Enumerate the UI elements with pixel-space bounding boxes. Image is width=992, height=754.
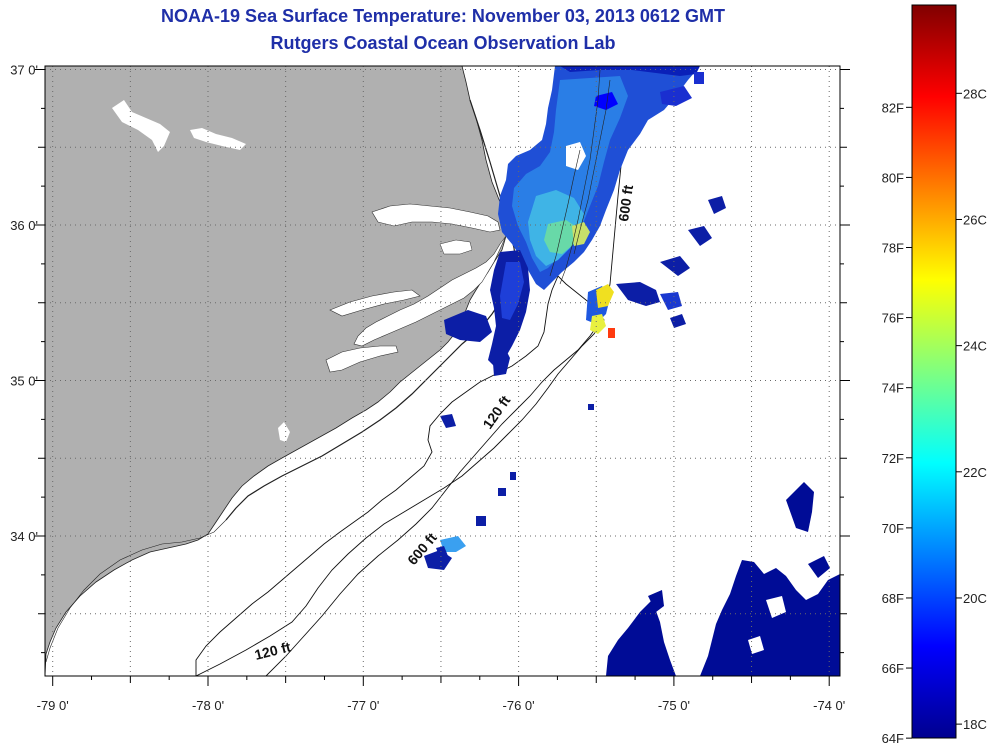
lake-mattamuskeet: [439, 239, 473, 255]
colorbar-f-label: 76F: [882, 311, 904, 326]
colorbar-f-label: 80F: [882, 170, 904, 185]
inland-lake-2: [190, 128, 246, 150]
graticule: [45, 66, 840, 676]
lat-label: 36 0': [10, 218, 38, 233]
colorbar: [911, 4, 957, 739]
contour-600ft: [265, 67, 639, 676]
colorbar-f-label: 74F: [882, 381, 904, 396]
colorbar-f-label: 78F: [882, 241, 904, 256]
gulf-stream-contours: [549, 69, 611, 285]
colorbar-c-label: 24C: [963, 339, 987, 354]
colorbar-f-label: 64F: [882, 731, 904, 746]
colorbar-celsius-labels: 28C 26C 24C 22C 20C 18C: [956, 86, 987, 732]
map-subtitle: Rutgers Coastal Ocean Observation Lab: [270, 33, 616, 53]
colorbar-c-label: 18C: [963, 717, 987, 732]
contour-label-600ft-upper: 600 ft: [615, 184, 636, 223]
lon-label: -77 0': [347, 698, 379, 713]
pamlico-sound: [353, 235, 507, 347]
colorbar-f-label: 70F: [882, 521, 904, 536]
axis-ticks: [35, 69, 850, 686]
lon-label: -79 0': [37, 698, 69, 713]
colorbar-c-label: 28C: [963, 86, 987, 101]
colorbar-c-label: 26C: [963, 212, 987, 227]
coastal-detail: [45, 519, 227, 663]
sst-pixels: [424, 66, 840, 676]
albemarle-sound: [371, 203, 501, 233]
contour-120ft: [195, 275, 605, 676]
colorbar-f-label: 66F: [882, 661, 904, 676]
colorbar-f-label: 68F: [882, 591, 904, 606]
colorbar-c-label: 22C: [963, 465, 987, 480]
lon-label: -75 0': [658, 698, 690, 713]
lon-label: -76 0': [503, 698, 535, 713]
colorbar-fahrenheit-labels: 82F 80F 78F 76F 74F 72F 70F 68F 66F 64F: [882, 100, 912, 746]
map-frame: [44, 65, 841, 677]
longitude-labels: -79 0' -78 0' -77 0' -76 0' -75 0' -74 0': [37, 698, 846, 713]
colorbar-c-label: 20C: [963, 591, 987, 606]
lat-label: 35 0': [10, 374, 38, 389]
colorbar-f-label: 82F: [882, 100, 904, 115]
colorbar-f-label: 72F: [882, 451, 904, 466]
lat-label: 34 0': [10, 529, 38, 544]
lon-label: -74 0': [813, 698, 845, 713]
inland-lake-3: [278, 422, 290, 442]
inland-lake-1: [112, 100, 170, 152]
lon-label: -78 0': [192, 698, 224, 713]
map-title: NOAA-19 Sea Surface Temperature: Novembe…: [161, 6, 725, 26]
latitude-labels: 37 0' 36 0' 35 0' 34 0': [10, 63, 38, 545]
neuse-river: [325, 345, 399, 373]
lat-label: 37 0': [10, 63, 38, 78]
